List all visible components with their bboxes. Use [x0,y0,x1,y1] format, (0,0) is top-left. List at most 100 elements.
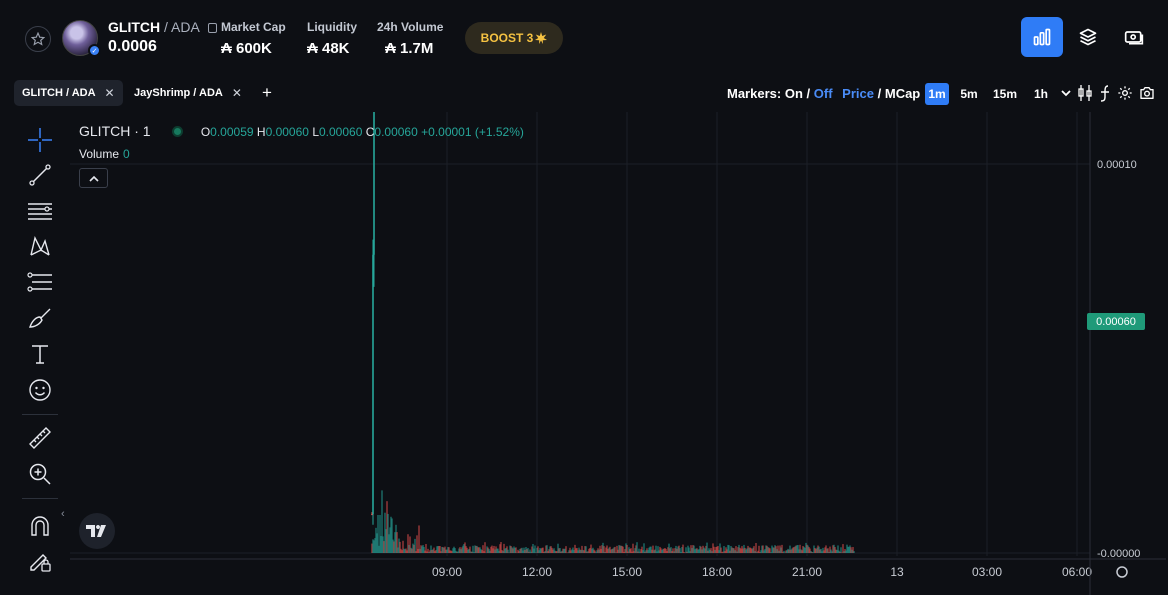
copy-icon[interactable] [207,23,217,33]
volume-bar [781,544,783,553]
brush-tool[interactable] [26,304,54,332]
volume-bar [694,549,696,553]
close-icon[interactable]: ✕ [104,86,115,100]
volume-bar [472,545,474,553]
volume-bar [612,548,614,553]
volume-bar [823,550,825,553]
volume-bar [679,548,681,553]
stat-label: Market Cap [221,20,286,34]
volume-bar [768,547,770,553]
volume-bar [505,547,507,553]
volume-bar [719,543,721,553]
timeframe-5m[interactable]: 5m [960,87,978,101]
stat-value: ₳ 1.7M [385,40,434,57]
add-tab-icon[interactable]: + [262,83,272,102]
volume-bar [765,545,767,553]
cash-button[interactable] [1113,17,1155,57]
price-chart[interactable]: 0.001100.001000.000900.000800.000700.000… [70,112,1166,595]
volume-bar [738,544,740,553]
volume-bar [750,548,752,553]
volume-bar [761,545,763,553]
magnet-tool[interactable] [26,512,54,540]
tradingview-logo[interactable] [79,513,115,549]
volume-bar [687,545,689,553]
volume-bar [839,551,841,553]
axis-settings-icon [1116,566,1128,578]
volume-bar [843,551,845,553]
volume-bar [570,550,572,553]
timeframe-1m[interactable]: 1m [925,83,949,105]
camera-icon[interactable] [1139,85,1155,101]
volume-bar [383,541,385,553]
volume-bar [769,548,771,553]
volume-bar [838,550,840,553]
volume-bar [677,546,679,553]
volume-bar [534,545,536,553]
pattern-tool[interactable] [26,232,54,260]
volume-bar [682,544,684,553]
volume-bar [606,545,608,553]
collapse-legend-button[interactable] [79,168,108,188]
volume-bar [580,549,582,553]
volume-bar [685,547,687,553]
close-value: 0.00060 [374,125,418,139]
text-tool[interactable] [26,340,54,368]
volume-bar [542,547,544,553]
volume-bar [710,548,712,553]
chart-view-button[interactable] [1021,17,1063,57]
volume-bar [436,546,438,553]
volume-bar [466,547,468,553]
close-icon[interactable]: ✕ [231,86,242,100]
emoji-tool[interactable] [26,376,54,404]
volume-bar [709,549,711,553]
boost-button[interactable]: BOOST 3 [465,22,563,54]
markers-on[interactable]: On [784,86,803,101]
volume-bar [453,546,455,553]
timeframe-15m[interactable]: 15m [992,87,1018,101]
collapse-toolbar-icon[interactable]: ‹ [61,508,65,520]
volume-bar [423,546,425,553]
chevron-down-icon[interactable] [1061,89,1071,97]
volume-bar [401,550,403,553]
volume-bar [705,545,707,553]
tab-glitch-ada[interactable]: GLITCH / ADA ✕ [14,80,123,106]
volume-bar [836,550,838,553]
layers-button[interactable] [1067,17,1109,57]
volume-bar [835,549,837,553]
volume-bar [829,546,831,553]
fib-tool[interactable] [26,268,54,296]
mcap-toggle[interactable]: MCap [884,86,921,101]
volume-bar [686,551,688,553]
measure-tool[interactable] [26,424,54,452]
volume-bar [819,549,821,553]
volume-bar [613,547,615,553]
volume-bar [755,543,757,553]
volume-bar [512,548,514,553]
volume-bar [691,548,693,553]
tab-jayshrimp-ada[interactable]: JayShrimp / ADA ✕ [126,80,250,106]
gear-icon[interactable] [1117,85,1133,101]
volume-bar [805,542,807,553]
trend-line-tool[interactable] [26,161,54,189]
lock-drawings-tool[interactable] [26,547,54,575]
indicators-icon[interactable] [1098,84,1112,102]
volume-bar [520,548,522,553]
volume-bar [853,551,855,553]
volume-bar [584,546,586,553]
favorite-button[interactable] [25,26,51,52]
volume-bar [448,547,450,553]
volume-bar [539,547,541,553]
ohlc-values: O0.00059 H0.00060 L0.00060 C0.00060 +0.0… [201,125,524,139]
candles-icon[interactable] [1078,84,1092,102]
markers-separator: / [806,86,811,101]
volume-bar [786,550,788,553]
markers-off[interactable]: Off [813,86,833,101]
zoom-tool[interactable] [26,460,54,488]
price-toggle[interactable]: Price [842,86,874,101]
volume-bar [656,551,658,553]
timeframe-1h[interactable]: 1h [1033,87,1048,101]
crosshair-tool[interactable] [26,126,54,154]
volume-bar [560,551,562,553]
horizontal-lines-tool[interactable] [26,197,54,225]
volume-bar [604,551,606,553]
